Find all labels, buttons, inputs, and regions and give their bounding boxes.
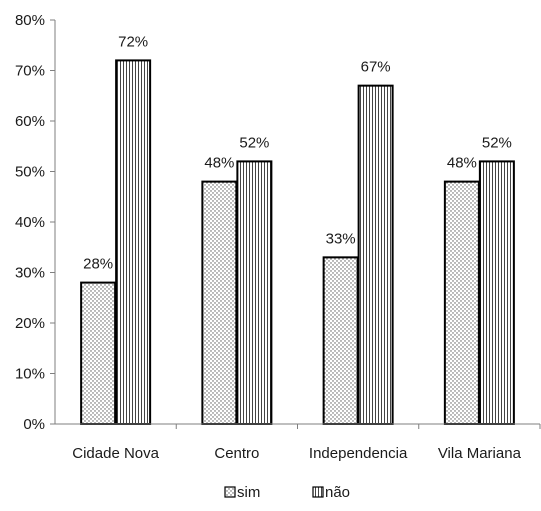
data-label: 72% [118,33,148,50]
y-tick-label: 30% [15,265,45,282]
bar-dots [324,257,358,424]
category-label: Cidade Nova [72,445,159,462]
category-labels: Cidade Nova Centro Independencia Vila Maria… [72,445,521,462]
y-tick-label: 10% [15,366,45,383]
data-label: 48% [204,155,234,172]
category-label: Centro [214,445,259,462]
data-label: 52% [482,134,512,151]
bar-vertical-lines [359,86,393,424]
bar-vertical-lines [480,161,514,424]
y-axis-ticks: 0% 10% 20% 30% 40% 50% 60% 70% 80% [15,12,55,433]
y-tick-label: 80% [15,12,45,29]
bars [81,60,514,424]
legend-label: sim [237,484,260,501]
bar-dots [202,182,236,424]
y-tick-label: 20% [15,315,45,332]
bar-dots [81,283,115,424]
category-label: Vila Mariana [438,445,522,462]
y-tick-label: 60% [15,113,45,130]
legend-swatch-dots [225,487,235,497]
legend: sim não [225,484,350,501]
data-label: 28% [83,256,113,273]
data-label: 48% [447,155,477,172]
bar-vertical-lines [116,60,150,424]
legend-label: não [325,484,350,501]
bar-dots [445,182,479,424]
y-tick-label: 40% [15,214,45,231]
y-tick-label: 0% [23,416,45,433]
category-label: Independencia [309,445,408,462]
y-tick-label: 70% [15,63,45,80]
data-label: 67% [361,59,391,76]
y-tick-label: 50% [15,164,45,181]
legend-swatch-vertical-lines [313,487,323,497]
bar-vertical-lines [237,161,271,424]
data-label: 33% [326,230,356,247]
data-label: 52% [239,134,269,151]
